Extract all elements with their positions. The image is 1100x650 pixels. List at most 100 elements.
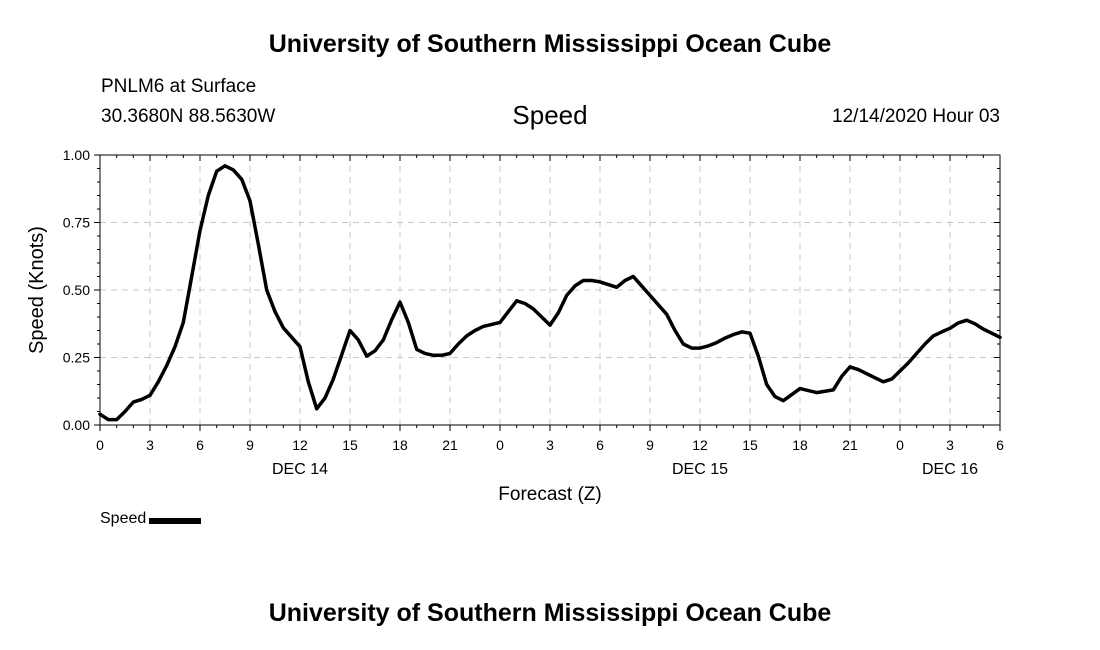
data-point xyxy=(157,381,159,383)
data-point xyxy=(424,352,426,355)
series-group xyxy=(98,164,1002,422)
x-tick-label: 18 xyxy=(792,437,808,453)
data-point xyxy=(857,369,859,371)
data-point xyxy=(374,350,376,352)
data-point xyxy=(732,333,734,336)
data-point xyxy=(774,396,776,398)
data-point xyxy=(632,275,634,278)
data-point xyxy=(957,322,959,324)
x-tick-label: 3 xyxy=(146,437,154,453)
x-tick-label: 12 xyxy=(292,437,308,453)
data-point xyxy=(716,342,718,344)
data-point xyxy=(499,321,501,323)
legend: Speed xyxy=(100,510,202,528)
data-point xyxy=(224,165,226,167)
y-tick-label: 0.25 xyxy=(63,350,90,366)
data-point xyxy=(966,319,968,321)
data-point xyxy=(457,343,459,345)
data-point xyxy=(591,279,593,282)
data-point xyxy=(674,329,676,332)
data-point xyxy=(274,311,276,313)
x-tick-label: 9 xyxy=(246,437,254,453)
data-point xyxy=(874,377,876,379)
data-point xyxy=(899,370,901,372)
data-point xyxy=(582,279,584,282)
data-point xyxy=(666,313,668,315)
data-point xyxy=(982,328,984,330)
x-tick-label: 21 xyxy=(842,437,858,453)
grid-lines xyxy=(100,155,1000,425)
y-tick-label: 0.00 xyxy=(63,417,90,433)
date-label: DEC 16 xyxy=(922,461,978,478)
series-line-speed xyxy=(98,164,1002,422)
axis-ticks xyxy=(94,154,1001,431)
data-point xyxy=(549,324,551,326)
x-tick-label: 6 xyxy=(996,437,1004,453)
data-point xyxy=(166,365,168,367)
x-tick-label: 6 xyxy=(596,437,604,453)
x-tick-label: 0 xyxy=(96,437,104,453)
footer-title: University of Southern Mississippi Ocean… xyxy=(268,599,832,627)
data-point xyxy=(441,354,443,356)
data-point xyxy=(341,354,343,356)
data-point xyxy=(207,194,209,197)
data-point xyxy=(182,321,184,323)
data-point xyxy=(882,381,884,383)
data-point xyxy=(216,170,218,172)
data-point xyxy=(691,347,693,349)
data-point xyxy=(516,300,518,302)
data-point xyxy=(566,294,568,296)
data-point xyxy=(841,375,843,377)
x-axis-title: Forecast (Z) xyxy=(498,484,601,505)
forecast-timestamp: 12/14/2020 Hour 03 xyxy=(832,106,1000,127)
x-tick-label: 3 xyxy=(946,437,954,453)
data-point xyxy=(324,397,326,399)
data-point xyxy=(524,302,526,305)
data-point xyxy=(124,410,126,413)
data-point xyxy=(624,279,626,282)
data-point xyxy=(699,347,701,349)
y-axis-title: Speed (Knots) xyxy=(26,226,48,354)
x-tick-label: 9 xyxy=(646,437,654,453)
x-tick-label: 6 xyxy=(196,437,204,453)
data-point xyxy=(132,401,134,403)
data-point xyxy=(782,400,784,402)
data-point xyxy=(399,301,401,303)
data-point xyxy=(282,327,284,329)
chart-title: Speed xyxy=(512,100,588,130)
data-point xyxy=(816,392,818,394)
data-point xyxy=(466,335,468,337)
page-title: University of Southern Mississippi Ocean… xyxy=(268,30,832,58)
x-tick-label: 15 xyxy=(742,437,758,453)
data-point xyxy=(349,329,351,332)
data-point xyxy=(916,352,918,355)
data-point xyxy=(974,323,976,325)
axis-labels: 0.00 0.25 0.50 0.75 1.00 0 3 6 9 12 15 18 21 0 3 6 9 12 15… xyxy=(63,147,1004,478)
data-point xyxy=(232,169,234,171)
x-tick-label: 0 xyxy=(896,437,904,453)
data-point xyxy=(682,343,684,345)
data-point xyxy=(266,289,268,291)
data-point xyxy=(649,294,651,296)
date-label: DEC 14 xyxy=(272,461,328,478)
data-point xyxy=(866,373,868,375)
data-point xyxy=(741,331,743,333)
data-point xyxy=(432,354,434,356)
data-point xyxy=(532,308,534,310)
data-point xyxy=(607,284,609,286)
x-tick-label: 21 xyxy=(442,437,458,453)
data-point xyxy=(616,286,618,288)
data-point xyxy=(799,387,801,390)
legend-line-swatch xyxy=(149,517,202,524)
data-point xyxy=(849,366,851,368)
data-point xyxy=(474,329,476,332)
data-point xyxy=(749,332,751,334)
data-point xyxy=(316,408,318,410)
data-point xyxy=(707,345,709,347)
x-tick-label: 15 xyxy=(342,437,358,453)
data-point xyxy=(199,230,201,232)
data-point xyxy=(107,419,109,421)
data-point xyxy=(932,335,934,337)
data-point xyxy=(449,352,451,355)
